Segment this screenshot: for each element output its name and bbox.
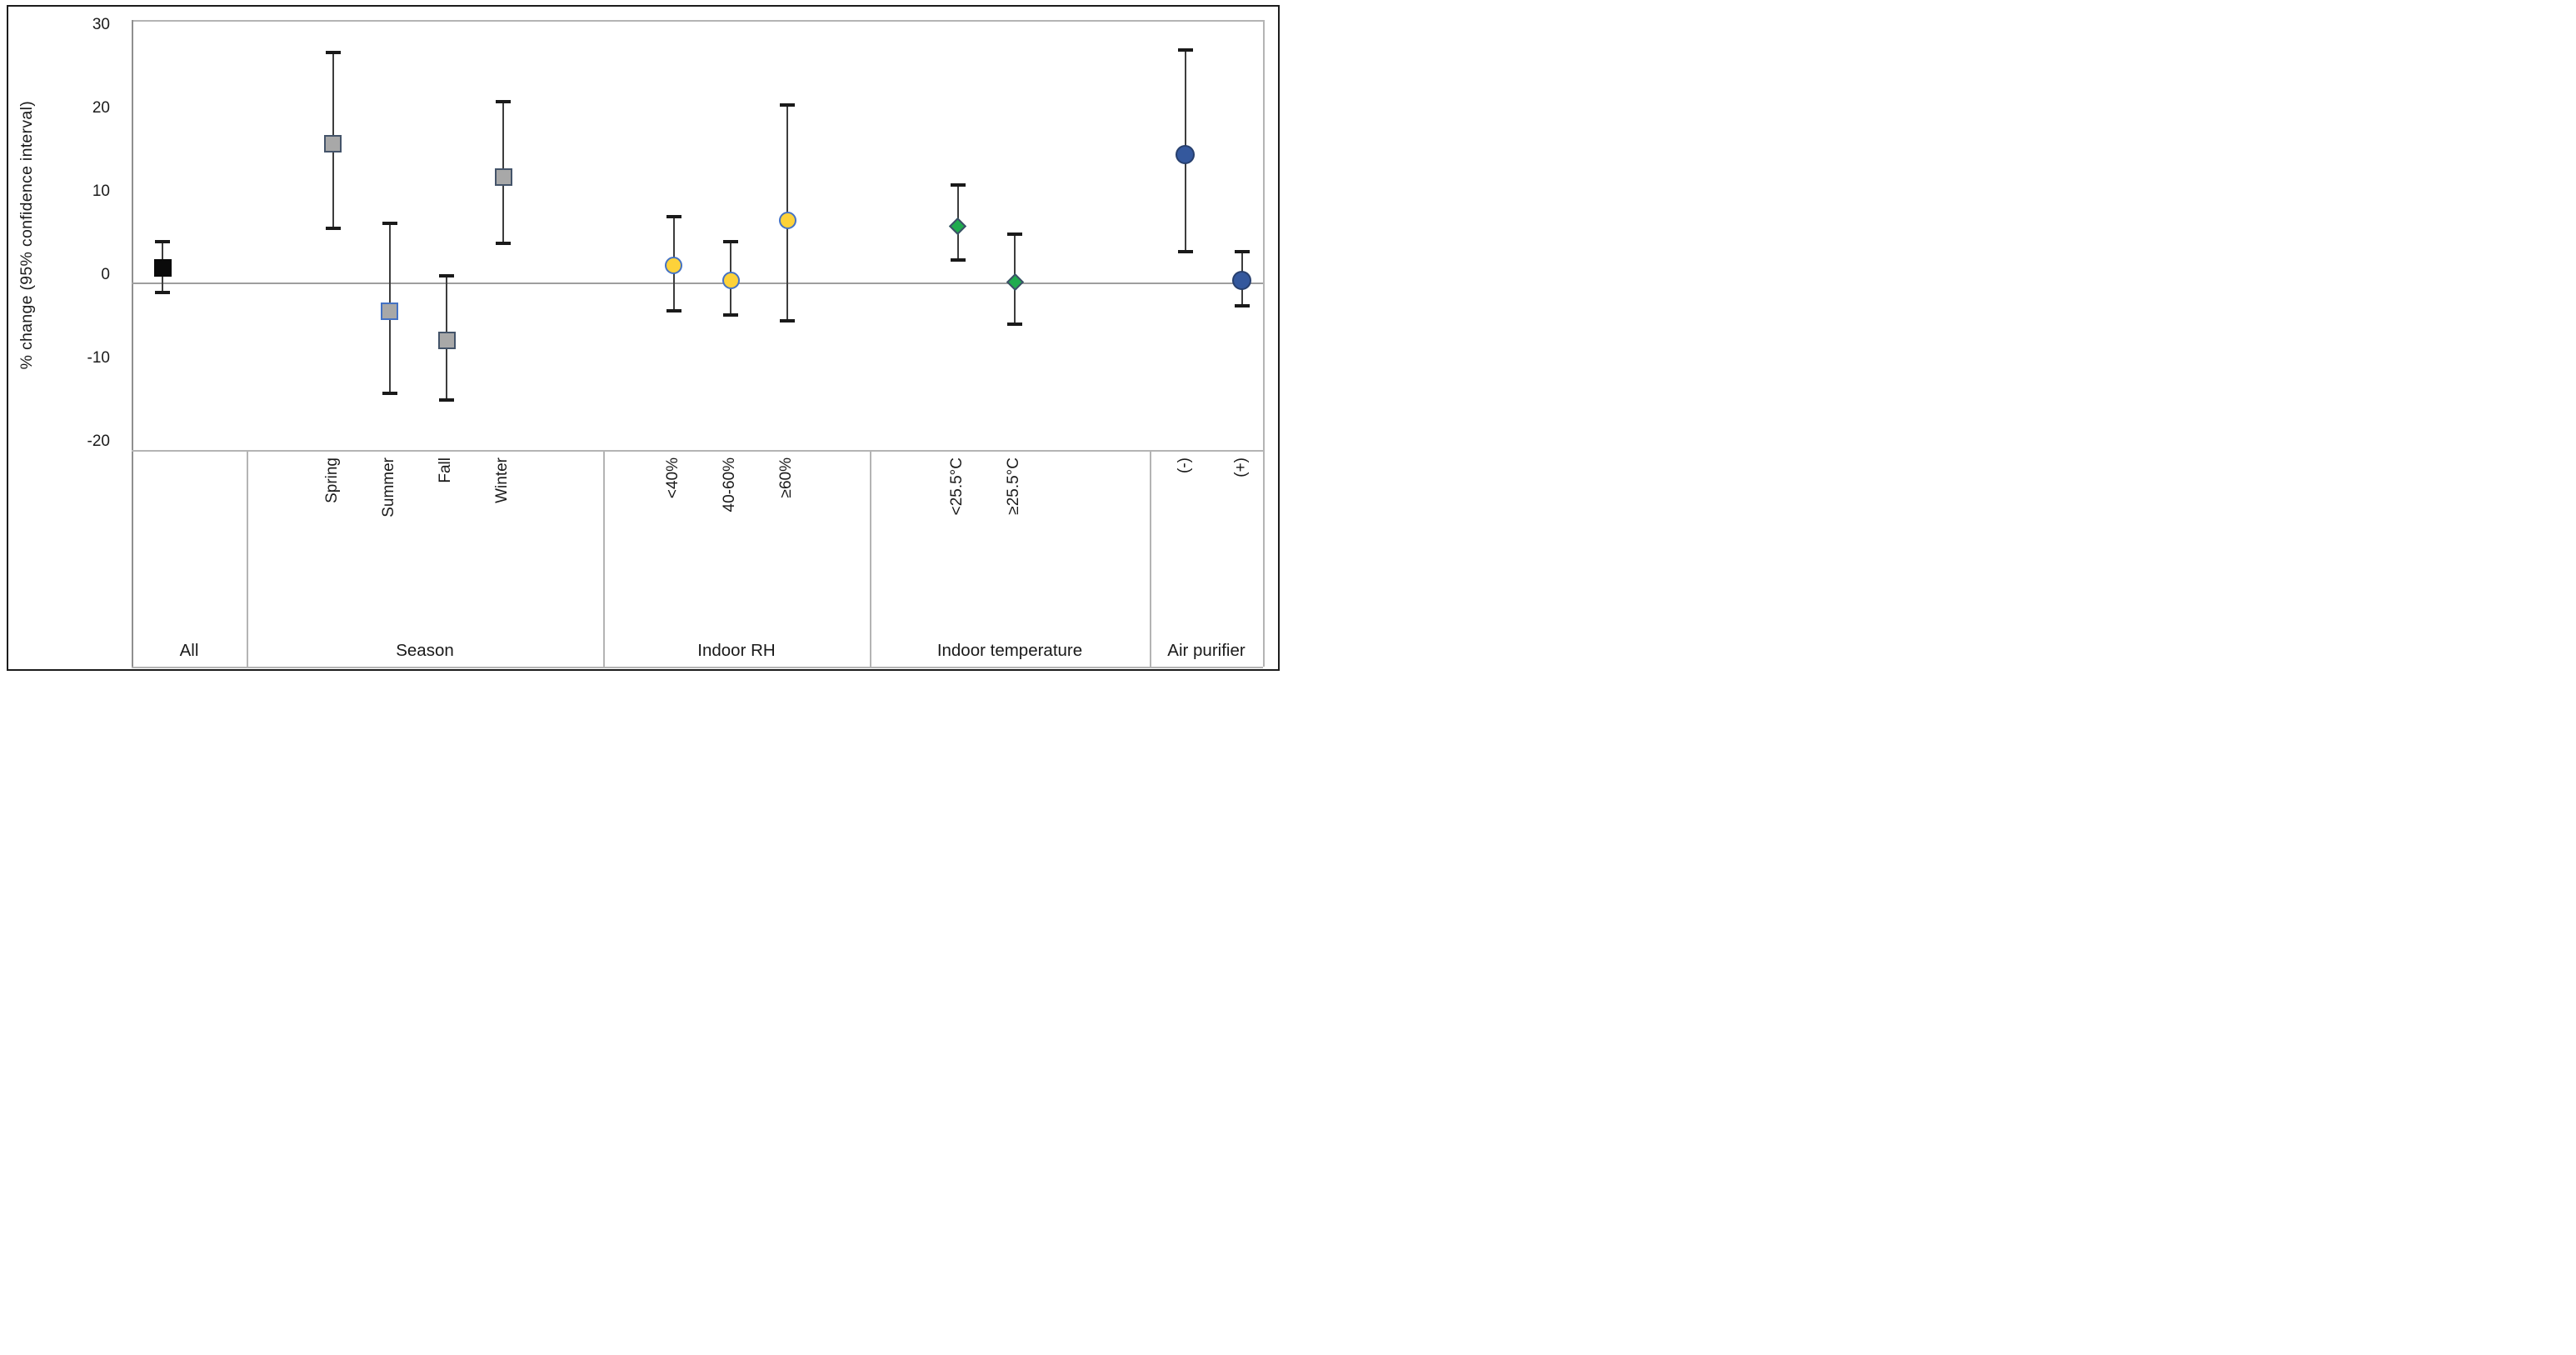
group-label-air-purifier: Air purifier [1167, 641, 1246, 660]
plot-area: 30 20 10 0 -10 -20 All Spring Summer Fall Winter Se… [0, 0, 1288, 678]
tick-label-40-60: 40-60% [721, 458, 738, 512]
marker-25-5-c [949, 217, 967, 235]
category-separator [247, 450, 248, 667]
marker-25-5-c [1006, 272, 1024, 291]
marker-fall [437, 331, 456, 349]
ci-cap-top-25-5-c [950, 183, 966, 187]
marker-40-60 [721, 271, 740, 289]
ci-cap-top-item [1177, 48, 1193, 52]
group-label-all: All [179, 641, 199, 660]
group-label-indoor-rh: Indoor RH [697, 641, 776, 660]
tick-label-40: <40% [663, 458, 681, 499]
ci-cap-top-25-5-c [1007, 232, 1022, 236]
category-separator [1150, 450, 1151, 667]
forest-plot-page: { "chart_data": { "type": "scatter", "ti… [0, 0, 1288, 678]
table-bottom-line [132, 667, 1263, 668]
ci-cap-top-spring [325, 51, 341, 54]
ci-cap-bottom-spring [325, 227, 341, 230]
tick-label-25-5-c: <25.5°C [947, 458, 966, 516]
marker-winter [494, 168, 512, 186]
ci-cap-bottom-summer [382, 392, 397, 395]
ci-cap-bottom-60 [780, 319, 796, 322]
tick-label-summer: Summer [379, 458, 397, 518]
ci-cap-bottom-item [1234, 304, 1250, 308]
plot-top-border [132, 20, 1263, 22]
tick-label-winter: Winter [493, 458, 512, 503]
ci-cap-top-60 [780, 103, 796, 107]
y-tick-label: -20 [87, 432, 110, 450]
ci-cap-bottom-40 [666, 309, 681, 312]
marker-spring [324, 134, 342, 152]
tick-label-60: ≥60% [777, 458, 796, 498]
group-label-season: Season [396, 641, 454, 660]
marker-40 [665, 256, 683, 274]
tick-label-item: (-) [1175, 458, 1193, 473]
ci-cap-bottom-winter [496, 242, 512, 245]
y-axis-line [132, 20, 133, 667]
ci-cap-bottom-40-60 [723, 313, 738, 317]
ci-cap-top-winter [496, 100, 512, 103]
ci-cap-bottom-item [1177, 250, 1193, 253]
marker-summer [381, 302, 399, 320]
tick-label-fall: Fall [437, 458, 454, 483]
tick-label-25-5-c: ≥25.5°C [1005, 458, 1022, 515]
marker-60 [778, 211, 796, 229]
ci-cap-top-item [1234, 250, 1250, 253]
zero-reference-line [132, 282, 1263, 284]
figure-border [7, 5, 1280, 671]
y-tick-label: 10 [92, 182, 110, 200]
ci-cap-top-all [155, 240, 170, 243]
category-separator [603, 450, 605, 667]
marker-item [1232, 270, 1252, 290]
ci-cap-bottom-25-5-c [950, 258, 966, 262]
tick-label-item: (+) [1231, 458, 1250, 478]
y-tick-label: 30 [92, 16, 110, 33]
group-label-indoor-temperature: Indoor temperature [936, 641, 1083, 660]
y-tick-label: 20 [92, 99, 110, 117]
marker-all [153, 258, 172, 277]
ci-cap-top-fall [439, 274, 454, 278]
category-separator [870, 450, 871, 667]
marker-item [1176, 144, 1196, 164]
y-tick-label: 0 [101, 266, 110, 283]
plot-right-border [1263, 20, 1265, 667]
ci-cap-bottom-25-5-c [1007, 322, 1022, 326]
ci-cap-top-40-60 [723, 240, 738, 243]
y-tick-label: -10 [87, 349, 110, 367]
ci-cap-top-40 [666, 215, 681, 218]
ci-cap-bottom-fall [439, 398, 454, 402]
tick-label-spring: Spring [322, 458, 341, 503]
ci-cap-bottom-all [155, 291, 170, 294]
ci-cap-top-summer [382, 222, 397, 225]
category-band-top-line [132, 450, 1263, 452]
